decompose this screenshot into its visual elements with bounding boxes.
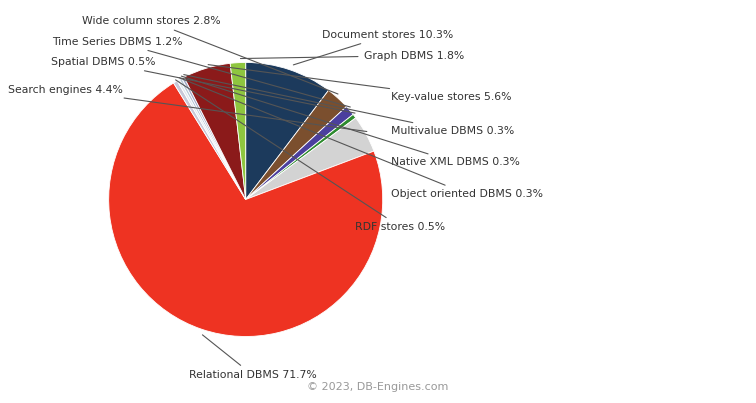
Wedge shape (181, 77, 246, 199)
Text: Multivalue DBMS 0.3%: Multivalue DBMS 0.3% (184, 75, 514, 136)
Text: Time Series DBMS 1.2%: Time Series DBMS 1.2% (52, 37, 350, 107)
Wedge shape (184, 63, 246, 199)
Wedge shape (230, 62, 246, 199)
Wedge shape (246, 62, 329, 199)
Wedge shape (246, 106, 353, 199)
Text: Document stores 10.3%: Document stores 10.3% (293, 30, 454, 65)
Wedge shape (174, 81, 246, 199)
Text: Graph DBMS 1.8%: Graph DBMS 1.8% (240, 51, 463, 60)
Wedge shape (246, 114, 356, 199)
Text: Native XML DBMS 0.3%: Native XML DBMS 0.3% (181, 76, 520, 168)
Wedge shape (179, 78, 246, 199)
Wedge shape (109, 83, 383, 337)
Text: RDF stores 0.5%: RDF stores 0.5% (175, 80, 445, 232)
Text: Spatial DBMS 0.5%: Spatial DBMS 0.5% (51, 58, 355, 113)
Text: Object oriented DBMS 0.3%: Object oriented DBMS 0.3% (179, 78, 543, 199)
Text: Search engines 4.4%: Search engines 4.4% (8, 85, 367, 131)
Text: © 2023, DB-Engines.com: © 2023, DB-Engines.com (307, 382, 449, 392)
Text: Relational DBMS 71.7%: Relational DBMS 71.7% (189, 335, 317, 380)
Wedge shape (246, 90, 346, 199)
Wedge shape (246, 118, 374, 199)
Text: Key-value stores 5.6%: Key-value stores 5.6% (208, 64, 512, 102)
Text: Wide column stores 2.8%: Wide column stores 2.8% (82, 17, 338, 94)
Wedge shape (177, 79, 246, 199)
